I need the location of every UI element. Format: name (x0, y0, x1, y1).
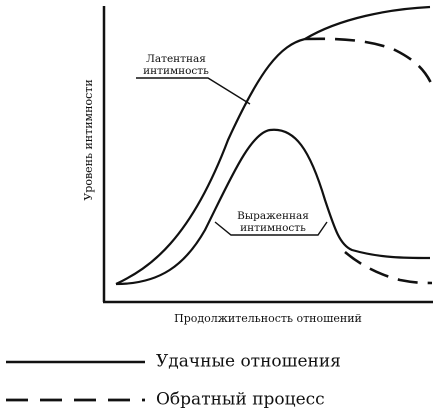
latent-intimacy-reverse-curve (304, 37, 434, 86)
latent-intimacy-curve (115, 5, 431, 285)
legend-solid-label: Удачные отношения (156, 352, 341, 372)
expressed-intimacy-reverse-curve (344, 251, 433, 285)
expressed-label-line1: Выраженная (237, 210, 309, 222)
expressed-intimacy-curve (115, 128, 431, 286)
y-axis-label: Уровень интимности (82, 79, 95, 200)
latent-label-line1: Латентная (146, 53, 206, 65)
expressed-label-bracket (214, 221, 328, 236)
legend-dashed-label: Обратный процесс (156, 390, 325, 410)
x-axis-label: Продолжительность отношений (174, 312, 362, 325)
latent-label-line2: интимность (143, 65, 209, 77)
expressed-label-line2: интимность (240, 222, 306, 234)
latent-label-pointer (136, 77, 251, 105)
